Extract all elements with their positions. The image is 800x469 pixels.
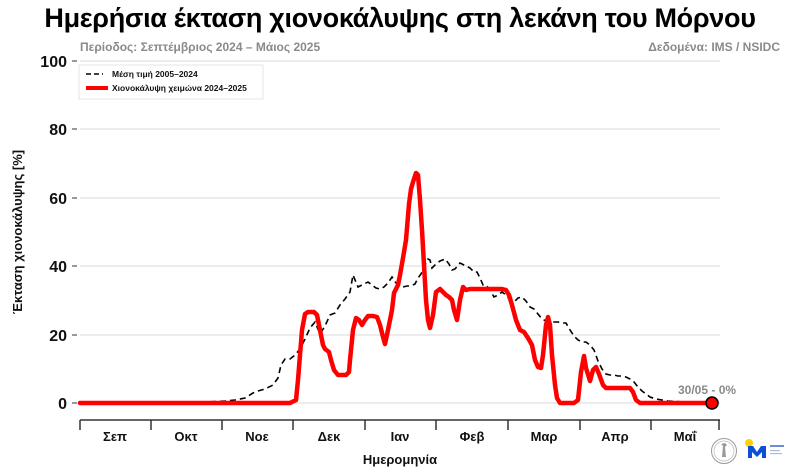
legend-current-label: Χιονοκάλυψη χειμώνα 2024–2025 — [112, 83, 247, 93]
x-tick-jan: Ιαν — [391, 429, 410, 444]
x-tick-mar: Μαρ — [531, 429, 558, 444]
x-tick-may: Μαΐ — [674, 429, 698, 444]
endpoint-marker — [705, 396, 719, 410]
period-subtitle: Περίοδος: Σεπτέμβριος 2024 – Μάιος 2025 — [80, 40, 321, 54]
y-tick-20: 20 — [49, 328, 67, 345]
current-series-line — [77, 170, 715, 406]
y-axis-label: Έκταση χιονοκάλυψης [%] — [10, 150, 25, 314]
legend: Μέση τιμή 2005–2024 Χιονοκάλυψη χειμώνα … — [78, 64, 264, 100]
x-tick-oct: Οκτ — [174, 429, 197, 444]
x-tick-feb: Φεβ — [460, 429, 485, 444]
y-tick-40: 40 — [49, 259, 67, 276]
gridlines — [80, 60, 720, 404]
university-seal-logo — [711, 438, 737, 464]
x-tick-apr: Απρ — [601, 429, 628, 444]
y-tick-100: 100 — [40, 54, 67, 71]
y-tick-60: 60 — [49, 191, 67, 208]
chart-title: Ημερήσια έκταση χιονοκάλυψης στη λεκάνη … — [44, 3, 756, 33]
x-tick-nov: Νοε — [245, 429, 269, 444]
y-tick-0: 0 — [58, 396, 67, 413]
data-source: Δεδομένα: IMS / NSIDC — [648, 40, 780, 54]
y-tick-80: 80 — [49, 122, 67, 139]
x-axis-label: Ημερομηνία — [363, 452, 437, 467]
x-tick-sep: Σεπ — [103, 429, 127, 444]
endpoint-annotation: 30/05 - 0% — [678, 383, 736, 397]
meteo-logo — [745, 439, 784, 458]
legend-mean-label: Μέση τιμή 2005–2024 — [112, 69, 198, 79]
x-axis — [79, 419, 720, 430]
y-axis — [72, 60, 77, 404]
mean-series-line — [80, 257, 712, 404]
x-tick-dec: Δεκ — [318, 429, 342, 444]
